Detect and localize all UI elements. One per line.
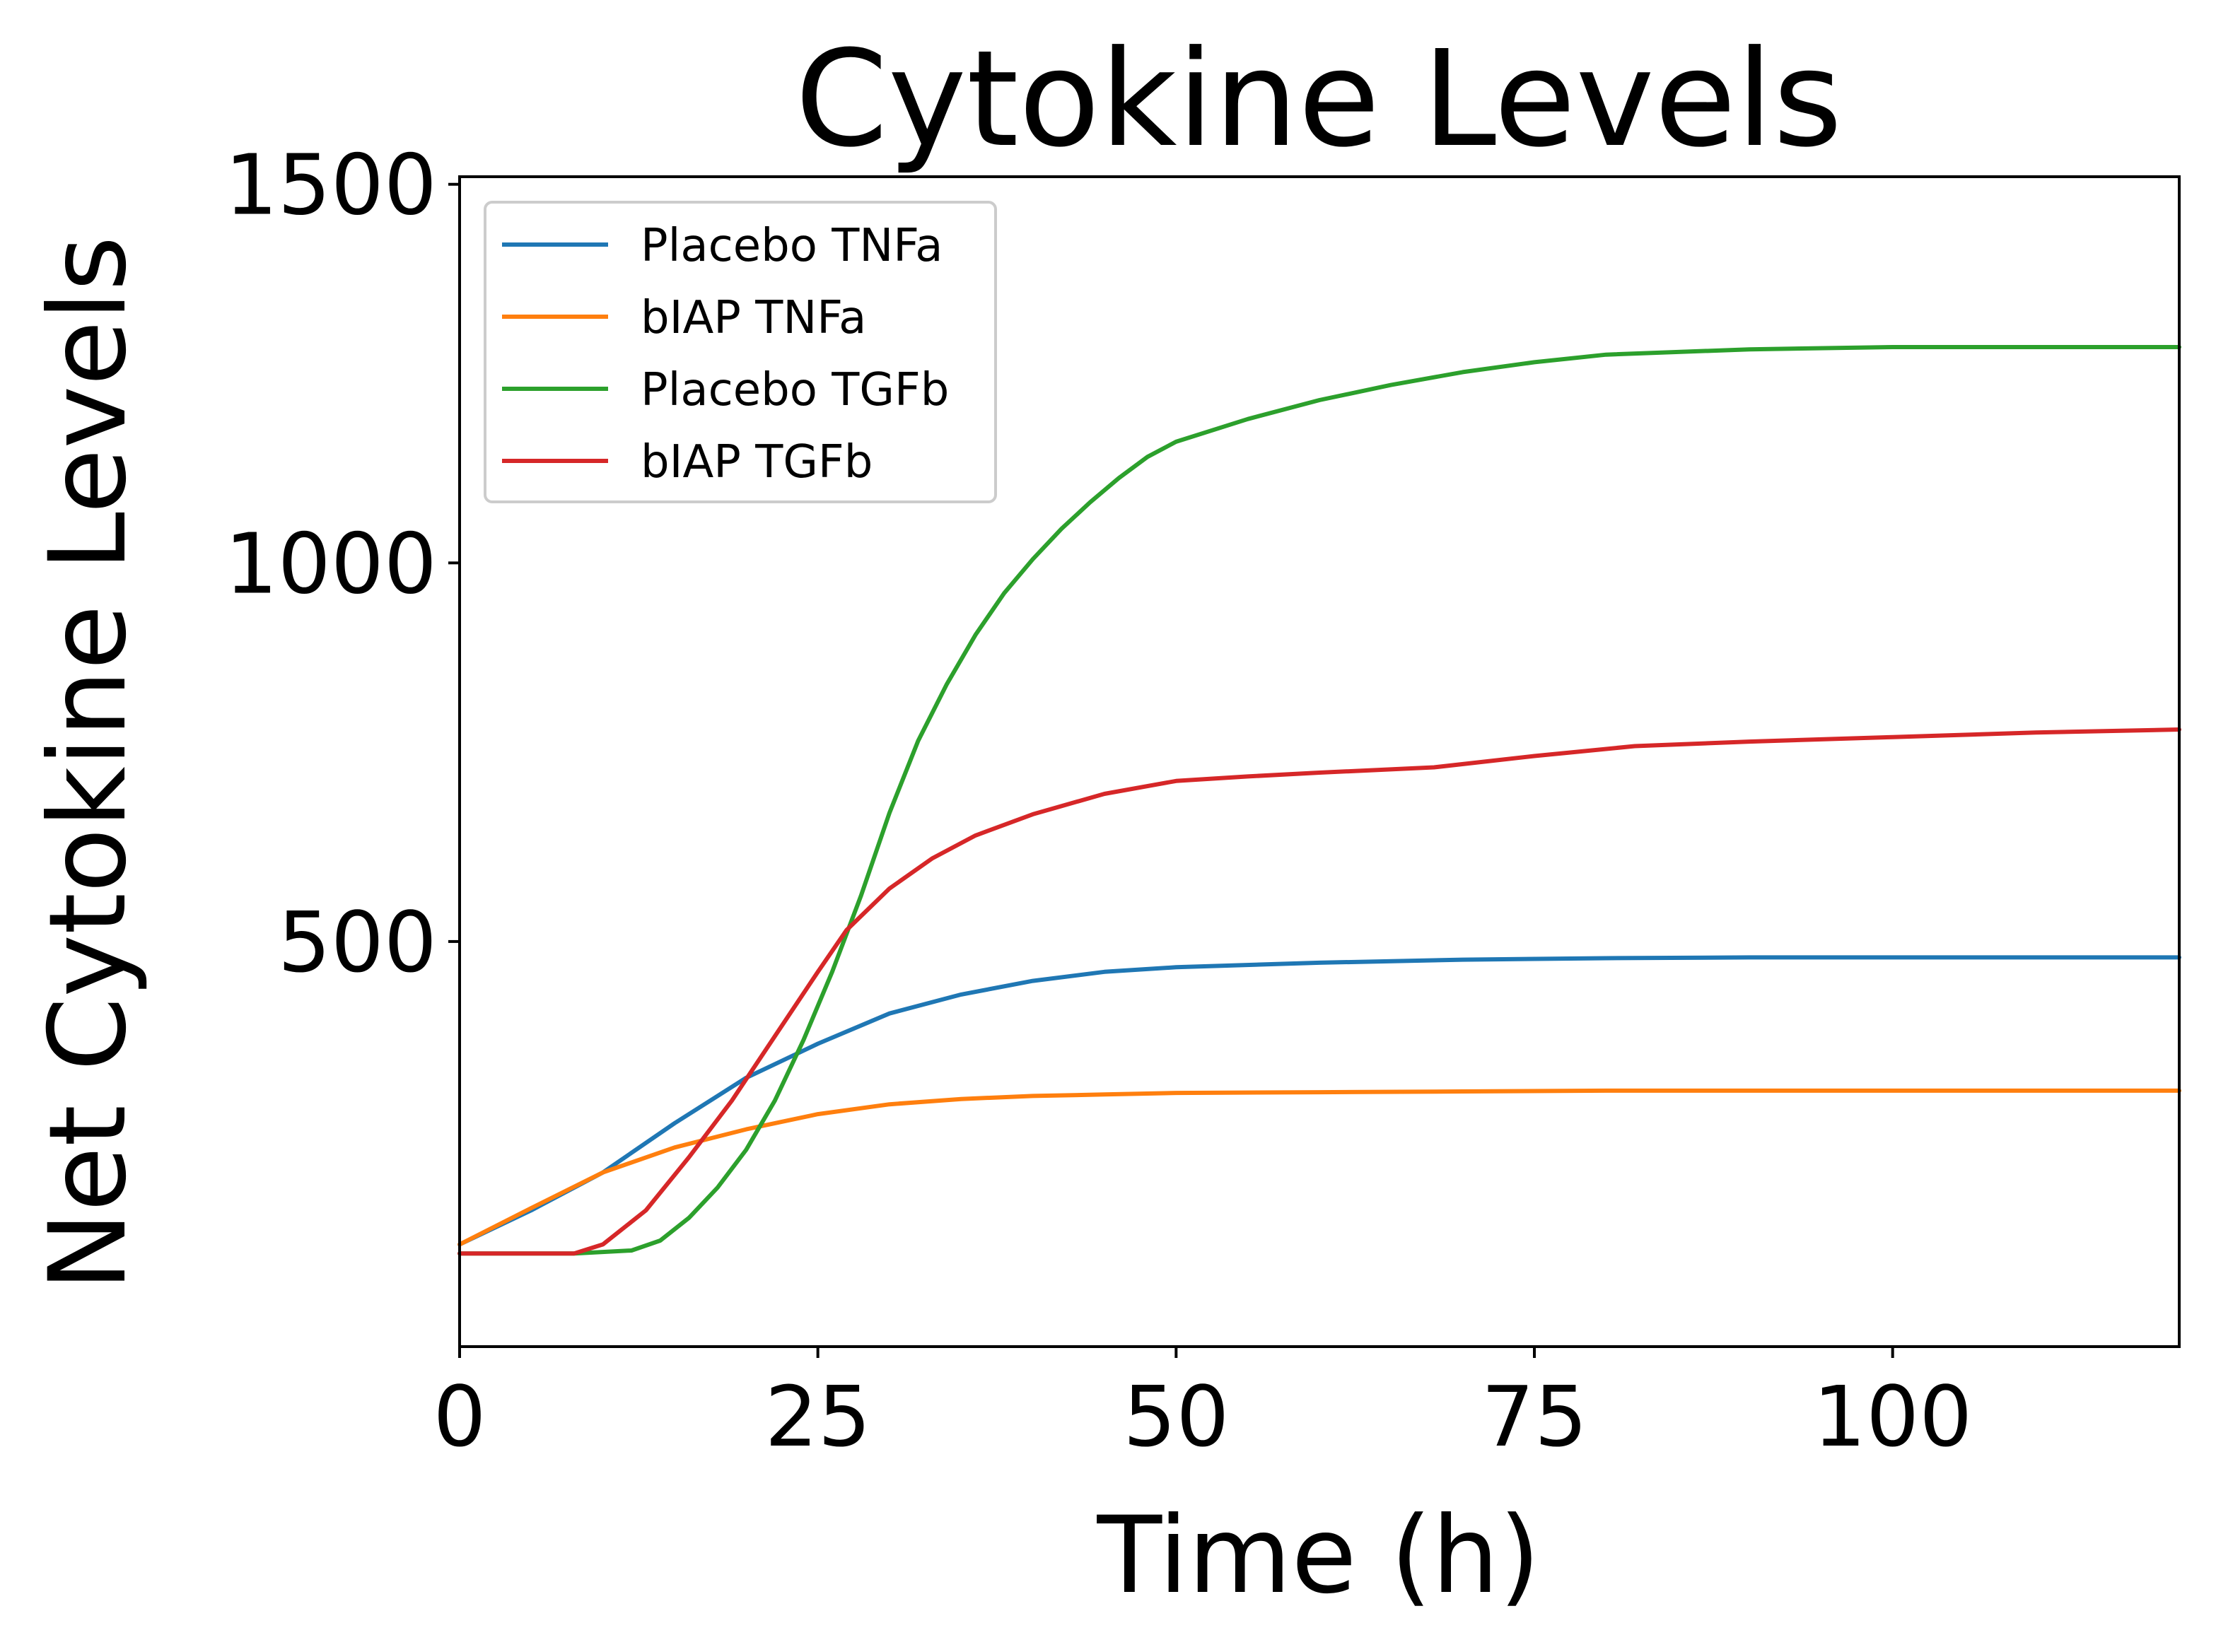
series-line-3 xyxy=(457,727,2181,1256)
x-tick-label-1: 25 xyxy=(765,1368,871,1465)
chart-title: Cytokine Levels xyxy=(795,22,1842,177)
series-line-2 xyxy=(457,345,2181,1256)
x-tick-label-0: 0 xyxy=(433,1368,486,1465)
x-axis-label: Time (h) xyxy=(1097,1494,1541,1617)
x-ticks: 0 25 50 75 100 xyxy=(433,1347,1972,1465)
x-tick-label-2: 50 xyxy=(1123,1368,1229,1465)
series-layer xyxy=(457,345,2181,1256)
series-line-0 xyxy=(457,955,2181,1247)
y-tick-label-2: 1500 xyxy=(225,136,437,234)
legend-label-0: Placebo TNFa xyxy=(641,220,943,272)
y-tick-label-0: 500 xyxy=(278,894,437,991)
legend: Placebo TNFa bIAP TNFa Placebo TGFb bIAP TG… xyxy=(484,201,997,503)
legend-box xyxy=(484,201,997,503)
plot-frame xyxy=(458,175,2181,1348)
y-ticks: 500 1000 1500 xyxy=(225,136,460,991)
legend-label-3: bIAP TGFb xyxy=(641,436,873,488)
y-tick-label-1: 1000 xyxy=(225,515,437,612)
series-line-1 xyxy=(457,1088,2181,1247)
y-axis-label: Net Cytokine Levels xyxy=(27,236,150,1291)
x-tick-label-4: 100 xyxy=(1813,1368,1972,1465)
legend-label-1: bIAP TNFa xyxy=(641,292,866,344)
legend-label-2: Placebo TGFb xyxy=(641,364,949,416)
x-tick-label-3: 75 xyxy=(1481,1368,1587,1465)
